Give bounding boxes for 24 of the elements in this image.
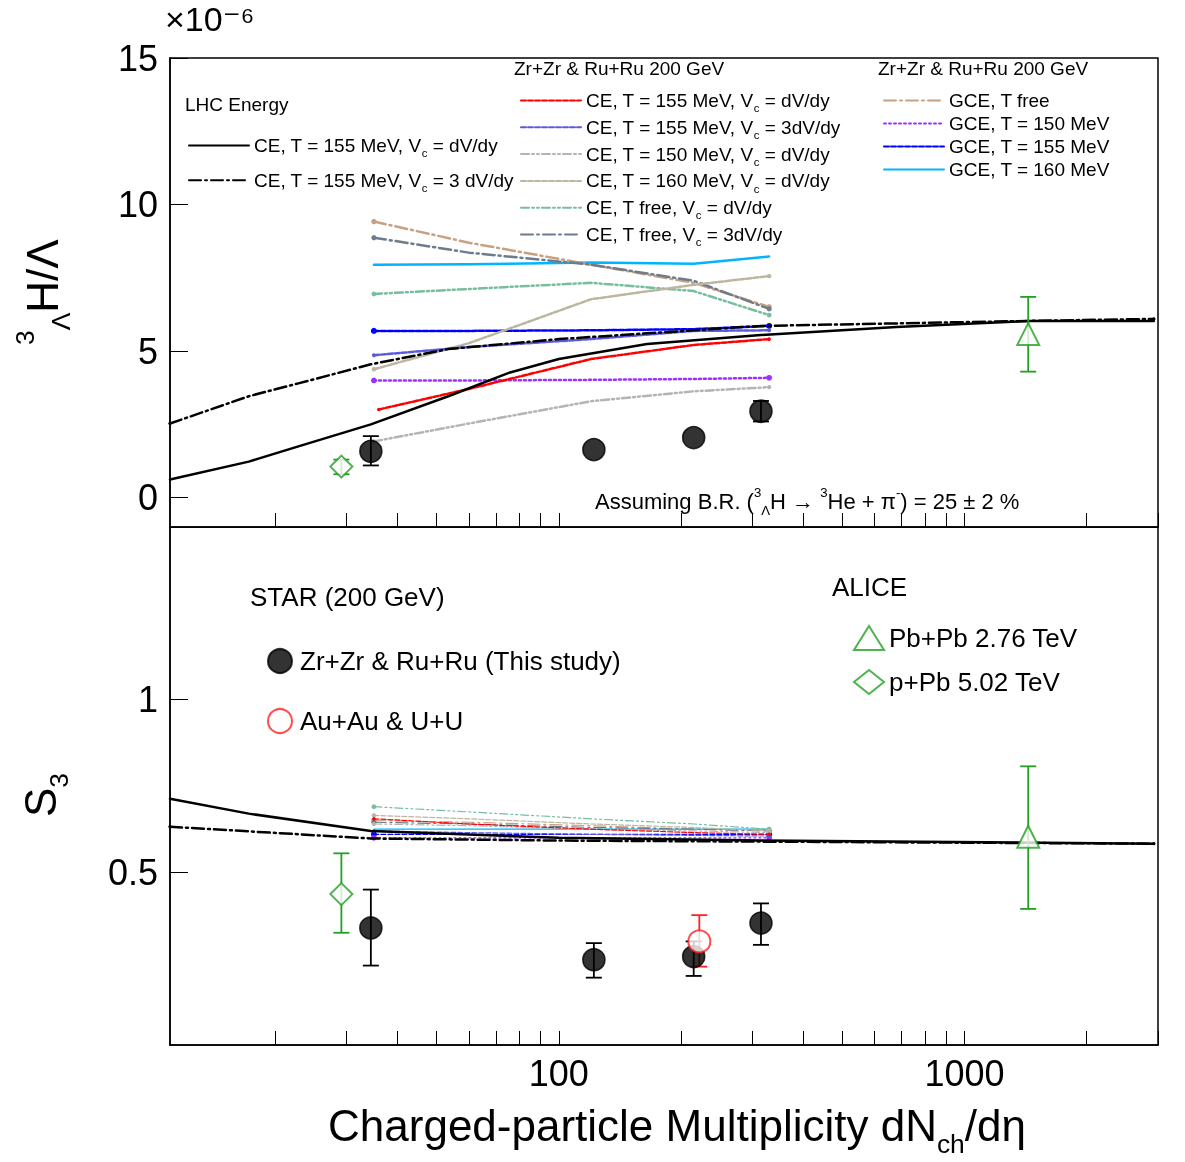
legend-label: p+Pb 5.02 TeV [889, 667, 1061, 697]
annotation: STAR (200 GeV) [250, 582, 445, 612]
legend-label: GCE, T free [949, 90, 1050, 111]
annotation: LHC Energy [185, 94, 289, 115]
legend-label: Au+Au & U+U [300, 706, 464, 736]
y-axis-title: 3ΛH/Λ [10, 238, 76, 345]
legend-label: Pb+Pb 2.76 TeV [889, 623, 1078, 653]
annotation: ALICE [832, 572, 908, 602]
y-tick-label: 1 [137, 679, 158, 721]
legend-label: Zr+Zr & Ru+Ru (This study) [300, 646, 621, 676]
legend-label: GCE, T = 155 MeV [949, 136, 1110, 157]
legend-label: GCE, T = 160 MeV [949, 159, 1110, 180]
text: ×10⁻⁶ [165, 0, 255, 38]
y-tick-label: 5 [137, 330, 158, 372]
x-tick-label: 1000 [924, 1052, 1005, 1094]
y-axis-title: S3 [16, 772, 74, 817]
annotation: Zr+Zr & Ru+Ru 200 GeV [878, 58, 1089, 79]
y-tick-label: 0 [137, 477, 158, 519]
y-tick-label: 15 [117, 37, 158, 79]
y-tick-label: 10 [117, 184, 158, 226]
legend-label: GCE, T = 150 MeV [949, 113, 1110, 134]
x-tick-label: 100 [528, 1052, 589, 1094]
annotation: Zr+Zr & Ru+Ru 200 GeV [514, 58, 725, 79]
y-tick-label: 0.5 [107, 851, 158, 893]
